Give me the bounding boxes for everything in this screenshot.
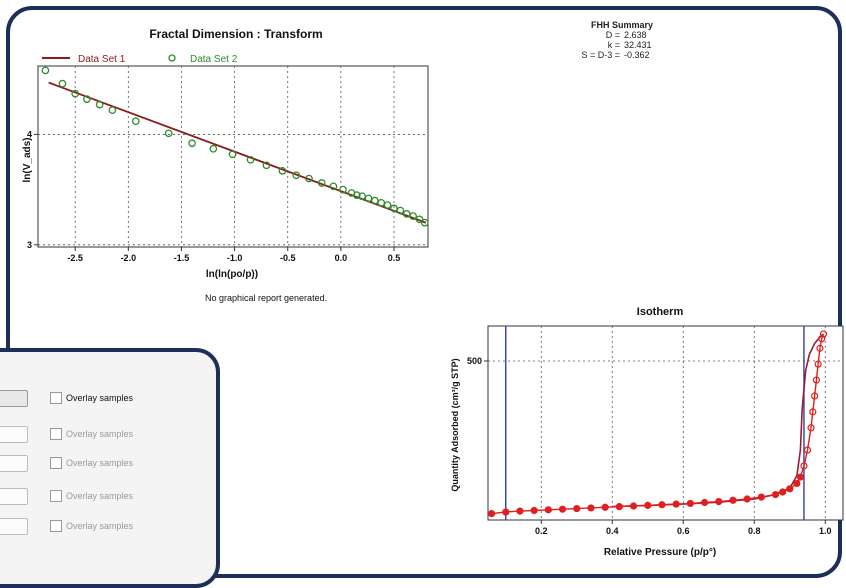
overlay-checkbox[interactable] xyxy=(50,490,62,502)
fractal-chart: Fractal Dimension : Transform Data Set 1… xyxy=(22,27,429,280)
overlay-label: Overlay samples xyxy=(66,491,134,501)
fractal-chart-title: Fractal Dimension : Transform xyxy=(149,27,322,41)
fractal-x-tick-label: -1.5 xyxy=(174,253,190,263)
fractal-data-point xyxy=(71,89,80,98)
fractal-data-point xyxy=(108,106,117,114)
fhh-value: -0.362 xyxy=(624,50,650,60)
fractal-data-point xyxy=(352,191,361,199)
fractal-data-point xyxy=(390,204,398,213)
sample-field[interactable] xyxy=(0,454,28,472)
fractal-legend: Data Set 1 Data Set 2 xyxy=(42,54,238,65)
fractal-data-point xyxy=(83,95,91,103)
fractal-data-point xyxy=(188,139,196,148)
fractal-data-point xyxy=(317,179,326,187)
sample-field[interactable] xyxy=(0,425,28,443)
fhh-value: 2.638 xyxy=(624,30,647,40)
fractal-x-tick-label: 0.0 xyxy=(335,253,348,263)
fractal-data-point xyxy=(415,215,424,224)
fractal-x-tick-label: -2.5 xyxy=(67,253,83,263)
overlay-label: Overlay samples xyxy=(66,429,134,439)
fhh-label: D = xyxy=(605,30,620,40)
fractal-data-point xyxy=(278,166,287,175)
fractal-data-point xyxy=(402,210,411,218)
fractal-data-point xyxy=(364,194,373,203)
legend-circle-symbol xyxy=(168,54,176,62)
fhh-summary-title: FHH Summary xyxy=(590,20,653,30)
fractal-data-point xyxy=(292,171,301,180)
overlay-checkbox[interactable] xyxy=(50,428,62,440)
fractal-data-point xyxy=(383,201,392,209)
fhh-row-s: S = D-3 = -0.362 xyxy=(562,50,682,60)
no-report-message: No graphical report generated. xyxy=(205,293,328,303)
fhh-summary: FHH Summary D = 2.638 k = 32.431 S = D-3… xyxy=(562,20,682,60)
overlay-panel: Overlay samples Overlay samples Overlay … xyxy=(0,348,220,588)
fractal-data-point xyxy=(209,144,218,153)
sample-field[interactable] xyxy=(0,487,28,505)
overlay-label: Overlay samples xyxy=(66,458,134,468)
overlay-row: Overlay samples xyxy=(0,516,133,536)
sample-field[interactable] xyxy=(0,389,28,407)
fractal-data-point xyxy=(164,129,173,138)
fractal-y-tick-label: 4 xyxy=(27,129,32,139)
fractal-data-point xyxy=(246,155,255,164)
fractal-data-point xyxy=(377,199,386,207)
fractal-data-point xyxy=(305,174,313,183)
overlay-row: Overlay samples xyxy=(0,453,133,473)
fractal-data-point xyxy=(131,117,140,126)
fractal-data-point xyxy=(228,150,237,159)
fractal-ylabel: ln(V_ads) xyxy=(22,137,33,182)
fractal-data-point xyxy=(41,66,50,75)
fractal-y-tick-label: 3 xyxy=(27,240,32,250)
fractal-data-point xyxy=(329,182,338,191)
overlay-checkbox[interactable] xyxy=(50,392,62,404)
overlay-checkbox[interactable] xyxy=(50,457,62,469)
fractal-data-point xyxy=(262,161,271,170)
fractal-data-point xyxy=(358,192,366,201)
fractal-data-point xyxy=(58,79,67,88)
fhh-label: S = D-3 = xyxy=(581,50,620,60)
fhh-row-k: k = 32.431 xyxy=(562,40,682,50)
fractal-plot-area xyxy=(37,65,429,248)
fractal-x-tick-label: -1.0 xyxy=(227,253,243,263)
overlay-row: Overlay samples xyxy=(0,424,133,444)
fractal-data-point xyxy=(339,185,347,194)
fhh-row-d: D = 2.638 xyxy=(562,30,682,40)
overlay-checkbox[interactable] xyxy=(50,520,62,532)
legend-label-data-set-2: Data Set 2 xyxy=(190,54,238,65)
fractal-xlabel: ln(ln(po/p)) xyxy=(206,269,258,280)
overlay-row: Overlay samples xyxy=(0,486,133,506)
fractal-data-point xyxy=(95,100,104,109)
fhh-label: k = xyxy=(607,40,620,50)
legend-label-data-set-1: Data Set 1 xyxy=(78,54,126,65)
fhh-value: 32.431 xyxy=(624,40,652,50)
overlay-row: Overlay samples xyxy=(0,388,133,408)
fractal-data-point xyxy=(420,218,429,227)
fractal-x-tick-label: -0.5 xyxy=(280,253,296,263)
fractal-data-point xyxy=(371,196,379,205)
fractal-data-point xyxy=(409,212,417,220)
fractal-x-tick-label: -2.0 xyxy=(121,253,137,263)
fractal-data-point xyxy=(396,206,405,215)
overlay-label: Overlay samples xyxy=(66,393,134,403)
sample-field[interactable] xyxy=(0,517,28,535)
fractal-x-tick-label: 0.5 xyxy=(388,253,401,263)
overlay-label: Overlay samples xyxy=(66,521,134,531)
